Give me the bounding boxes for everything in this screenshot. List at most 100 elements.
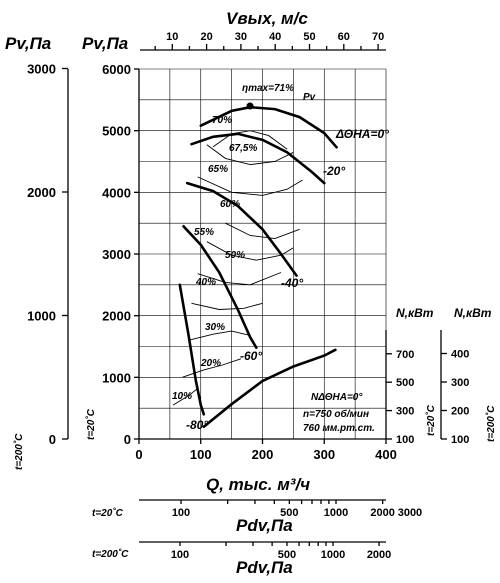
- top-tick-label: 50: [303, 31, 315, 43]
- y-axis-20c-ticks: 0 1000 2000 3000 4000 5000 6000: [102, 62, 139, 447]
- pdv-20c-label: Pdv,Па: [236, 516, 293, 535]
- top-tick-label: 70: [372, 31, 384, 43]
- x-tick-label: 300: [313, 447, 335, 462]
- efficiency-curve: [206, 144, 294, 166]
- power-curve-label: NΔΘНА=0°: [311, 392, 363, 403]
- power200-tick-label: 200: [451, 406, 469, 418]
- efficiency-curves: [172, 130, 303, 406]
- eff-label-67-5: 67,5%: [229, 143, 257, 154]
- pdv-200c-ticks: 100 500 1000 2000: [171, 542, 391, 561]
- top-axis-label: Vвых, м/с: [226, 9, 308, 28]
- x-tick-label: 200: [252, 447, 274, 462]
- pdv-tick-label: 2000: [370, 507, 394, 519]
- pdv-20c-ticks: 100 500 1000 2000 3000: [172, 500, 422, 519]
- y200-tick-label: 2000: [27, 185, 56, 200]
- top-tick-label: 40: [269, 31, 281, 43]
- pdv-20c-temp-label: t=20˚C: [92, 507, 124, 519]
- pdv-tick-label: 100: [172, 507, 190, 519]
- x-axis-label: Q, тыс. м³/ч: [206, 475, 310, 494]
- power200-tick-label: 300: [451, 377, 469, 389]
- pdv-200c-label: Pdv,Па: [236, 558, 293, 577]
- series-label-20: -20°: [323, 164, 345, 178]
- power-curve-line: [202, 348, 337, 428]
- power-axis-label-200c: N,кВт: [454, 306, 492, 320]
- series-label-80: -80°: [186, 418, 208, 432]
- x-axis-ticks: 0 100 200 300 400: [135, 439, 397, 462]
- power20-tick-label: 300: [396, 406, 414, 418]
- y-tick-label: 3000: [102, 247, 131, 262]
- temp-label-200c-left: t=200˚C: [13, 433, 25, 470]
- y-tick-label: 6000: [102, 62, 131, 77]
- top-tick-label: 30: [235, 31, 247, 43]
- eff-label-40: 40%: [195, 277, 216, 288]
- pressure-curve: [178, 283, 206, 416]
- efficiency-curve: [188, 330, 251, 341]
- y-axis-label-inner: Pv,Па: [82, 34, 128, 53]
- temp-label-200c-right: t=200˚C: [485, 405, 497, 442]
- eta-max-point: [246, 102, 254, 110]
- y-tick-label: 5000: [102, 124, 131, 139]
- pressure-curve: [199, 105, 338, 149]
- eff-label-50: 50%: [225, 250, 245, 261]
- y200-tick-label: 3000: [27, 62, 56, 77]
- efficiency-curve: [191, 302, 263, 310]
- eta-max-label: ηmax=71%: [242, 83, 294, 94]
- pdv-tick-label: 500: [278, 549, 296, 561]
- power20-tick-label: 100: [396, 434, 414, 446]
- power200-tick-label: 400: [451, 349, 469, 361]
- power-axis-200c-ticks: 100 200 300 400: [441, 349, 469, 446]
- power-axis-label-20c: N,кВт: [396, 306, 434, 320]
- pdv-tick-label: 1000: [321, 549, 345, 561]
- eff-label-65: 65%: [208, 164, 228, 175]
- x-tick-label: 400: [375, 447, 397, 462]
- eff-label-20: 20%: [200, 358, 221, 369]
- y-axis-200c-ticks: 0 1000 2000 3000: [27, 62, 68, 447]
- y-tick-label: 4000: [102, 185, 131, 200]
- top-tick-label: 20: [200, 31, 212, 43]
- info-speed: n=750 об/мин: [303, 408, 369, 420]
- power20-tick-label: 500: [396, 377, 414, 389]
- efficiency-curve: [197, 176, 303, 196]
- eff-label-55: 55%: [194, 227, 214, 238]
- pdv-tick-label: 100: [171, 549, 189, 561]
- top-axis-ticks: 10 20 30 40 50 60 70: [154, 31, 384, 50]
- series-label-0: ΔΘНА=0°: [335, 127, 389, 141]
- pdv-tick-label: 1000: [324, 507, 348, 519]
- y200-tick-label: 0: [49, 432, 56, 447]
- y-tick-label: 0: [124, 432, 131, 447]
- efficiency-curve: [225, 222, 300, 240]
- efficiency-curve: [206, 241, 294, 261]
- power-axis-20c-ticks: 100 300 500 700: [386, 349, 414, 446]
- efficiency-curve: [182, 358, 242, 378]
- eff-label-60: 60%: [220, 199, 240, 210]
- grid: [139, 68, 387, 439]
- pdv-tick-label: 2000: [367, 549, 391, 561]
- pressure-curve: [190, 132, 326, 185]
- series-label-60: -60°: [240, 349, 262, 363]
- x-tick-label: 100: [190, 447, 212, 462]
- y-tick-label: 2000: [102, 309, 131, 324]
- eff-label-70: 70%: [212, 115, 232, 126]
- efficiency-curve: [212, 130, 288, 150]
- y200-tick-label: 1000: [27, 309, 56, 324]
- pressure-curve: [185, 181, 298, 277]
- pdv-tick-label: 500: [280, 507, 298, 519]
- pv-curve-label: Pv: [303, 92, 317, 103]
- x-tick-label: 0: [135, 447, 142, 462]
- efficiency-curve: [172, 388, 198, 406]
- power-curve: [202, 348, 337, 428]
- pressure-curve: [182, 225, 258, 349]
- pdv-tick-label: 3000: [398, 507, 422, 519]
- y-tick-label: 1000: [102, 370, 131, 385]
- pressure-curves: [178, 105, 338, 416]
- temp-label-20c-right: t=20˚C: [425, 404, 437, 436]
- top-tick-label: 60: [338, 31, 350, 43]
- efficiency-labels: 70% 67,5% 65% 60% 55% 50% 40% 30% 20% 10…: [172, 115, 257, 402]
- eff-label-10: 10%: [172, 391, 192, 402]
- top-tick-label: 10: [166, 31, 178, 43]
- efficiency-curve: [197, 272, 282, 286]
- power200-tick-label: 100: [451, 434, 469, 446]
- eff-label-30: 30%: [205, 322, 225, 333]
- info-pressure: 760 мм.рт.ст.: [303, 423, 375, 434]
